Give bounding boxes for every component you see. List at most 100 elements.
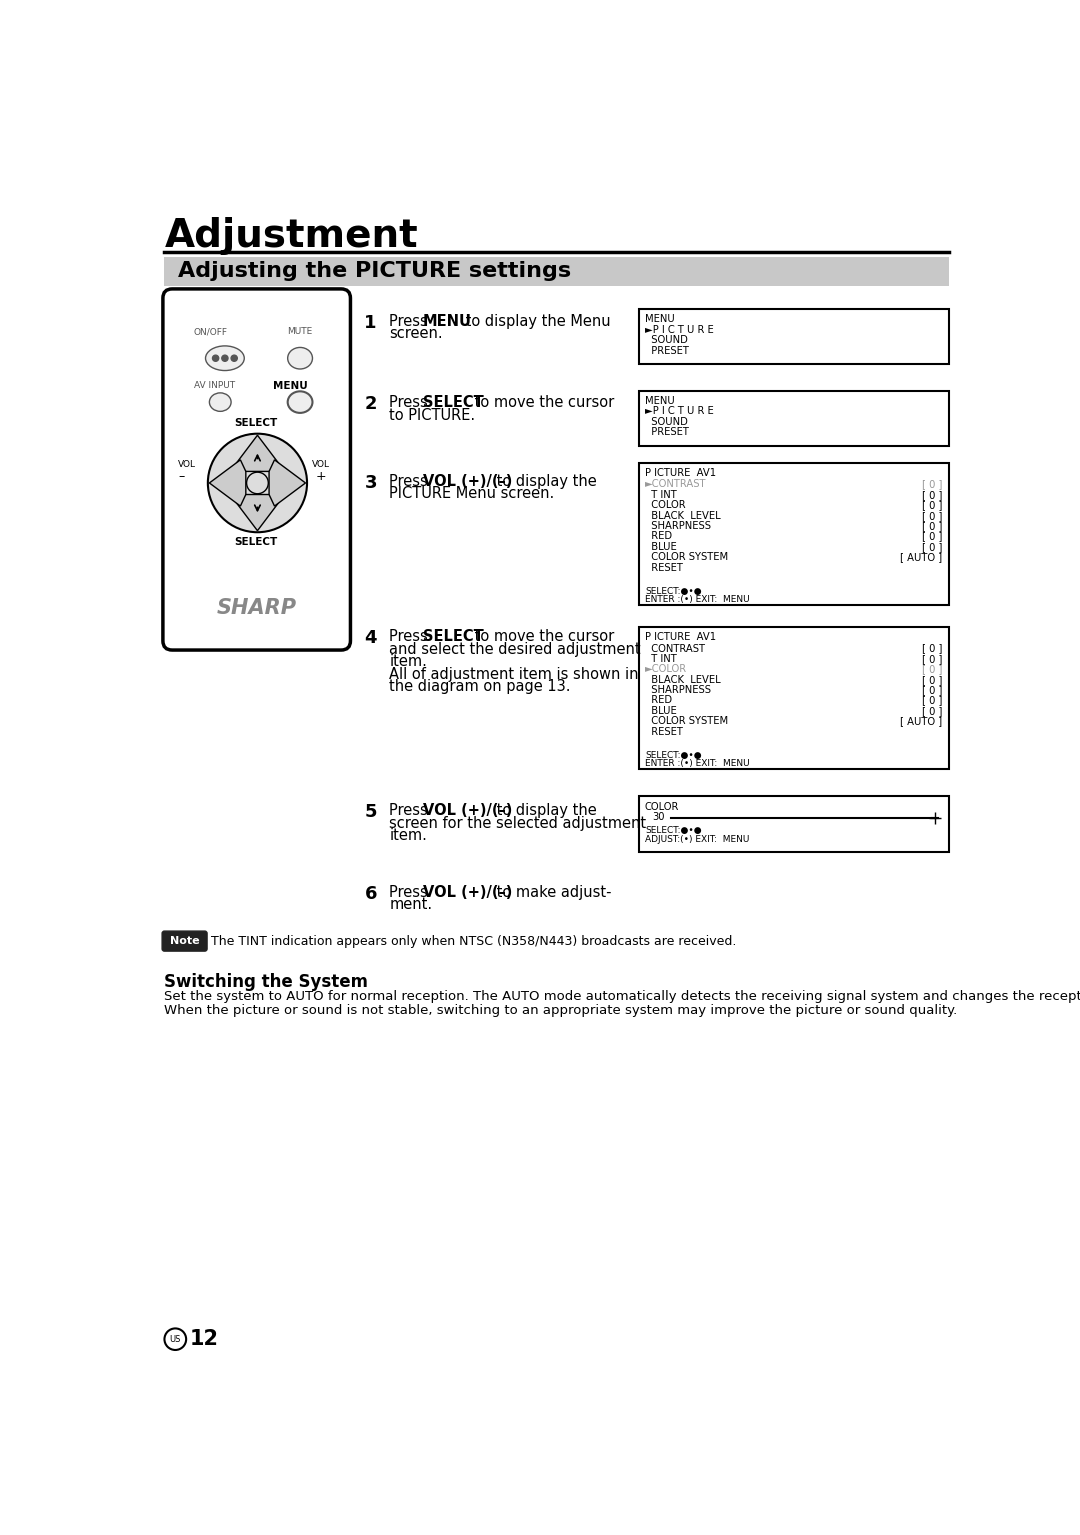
Text: ON/OFF: ON/OFF: [194, 327, 228, 336]
Polygon shape: [234, 494, 281, 531]
Text: screen for the selected adjustment: screen for the selected adjustment: [389, 815, 646, 830]
Text: PRESET: PRESET: [645, 427, 689, 437]
Bar: [638, 626, 948, 769]
Text: ENTER :(•) EXIT:  MENU: ENTER :(•) EXIT: MENU: [645, 760, 750, 769]
Text: BLUE: BLUE: [645, 542, 677, 553]
Text: –: –: [178, 470, 185, 484]
Text: Note: Note: [170, 936, 200, 946]
Ellipse shape: [210, 393, 231, 411]
Bar: [638, 464, 948, 605]
Text: VOL (+)/(–): VOL (+)/(–): [422, 803, 512, 818]
Text: ment.: ment.: [389, 898, 432, 912]
Polygon shape: [210, 460, 246, 507]
Text: Adjustment: Adjustment: [164, 216, 418, 255]
Text: When the picture or sound is not stable, switching to an appropriate system may : When the picture or sound is not stable,…: [164, 1004, 958, 1018]
Text: T INT: T INT: [645, 654, 677, 665]
Circle shape: [207, 434, 307, 533]
Text: Set the system to AUTO for normal reception. The AUTO mode automatically detects: Set the system to AUTO for normal recept…: [164, 990, 1080, 1004]
Text: RESET: RESET: [645, 563, 683, 573]
Text: SOUND: SOUND: [645, 416, 688, 427]
Text: COLOR: COLOR: [645, 500, 686, 510]
Text: 30: 30: [652, 812, 665, 821]
Ellipse shape: [205, 345, 244, 370]
Text: MENU: MENU: [645, 315, 675, 324]
Text: 4: 4: [364, 629, 377, 648]
Text: [ 0 ]: [ 0 ]: [922, 675, 943, 685]
Text: Press: Press: [389, 803, 433, 818]
Text: SELECT: SELECT: [234, 418, 278, 428]
Text: COLOR: COLOR: [645, 801, 679, 812]
Text: Press: Press: [389, 394, 433, 410]
Text: [ 0 ]: [ 0 ]: [922, 643, 943, 654]
Bar: [638, 309, 948, 364]
Text: The TINT indication appears only when NTSC (N358/N443) broadcasts are received.: The TINT indication appears only when NT…: [211, 935, 737, 949]
Text: COLOR SYSTEM: COLOR SYSTEM: [645, 553, 728, 562]
Text: US: US: [170, 1335, 181, 1343]
Text: to move the cursor: to move the cursor: [470, 629, 615, 645]
Text: CONTRAST: CONTRAST: [645, 643, 705, 654]
Text: VOL (+)/(–): VOL (+)/(–): [422, 474, 512, 488]
Bar: [638, 390, 948, 447]
Text: [ AUTO ]: [ AUTO ]: [901, 553, 943, 562]
Text: RED: RED: [645, 531, 672, 542]
Text: 12: 12: [189, 1329, 218, 1349]
Text: 3: 3: [364, 474, 377, 491]
Polygon shape: [234, 436, 281, 471]
Text: VOL: VOL: [178, 460, 197, 468]
Text: and select the desired adjustment: and select the desired adjustment: [389, 642, 640, 657]
Text: [ 0 ]: [ 0 ]: [922, 490, 943, 500]
Text: P ICTURE  AV1: P ICTURE AV1: [645, 468, 716, 479]
Text: Switching the System: Switching the System: [164, 973, 368, 992]
Text: SELECT: SELECT: [422, 629, 484, 645]
Circle shape: [221, 355, 228, 361]
Text: to display the Menu: to display the Menu: [461, 313, 610, 328]
Text: Press: Press: [389, 884, 433, 900]
Text: MENU: MENU: [645, 396, 675, 405]
Text: item.: item.: [389, 829, 427, 843]
Text: SHARPNESS: SHARPNESS: [645, 520, 711, 531]
Text: 6: 6: [364, 884, 377, 903]
Text: 1: 1: [364, 313, 377, 332]
Text: MUTE: MUTE: [287, 327, 312, 336]
Text: [ 0 ]: [ 0 ]: [922, 706, 943, 715]
Bar: [164, 256, 948, 286]
Text: ►P I C T U R E: ►P I C T U R E: [645, 407, 714, 416]
Text: to display the: to display the: [492, 803, 597, 818]
Text: to PICTURE.: to PICTURE.: [389, 408, 475, 422]
Text: RESET: RESET: [645, 726, 683, 737]
Text: [ 0 ]: [ 0 ]: [922, 665, 943, 674]
Text: P ICTURE  AV1: P ICTURE AV1: [645, 632, 716, 642]
Ellipse shape: [287, 347, 312, 368]
Text: SELECT: SELECT: [234, 537, 278, 546]
Text: [ 0 ]: [ 0 ]: [922, 531, 943, 542]
Text: RED: RED: [645, 695, 672, 706]
Text: +: +: [315, 470, 326, 484]
Text: Press: Press: [389, 474, 433, 488]
Text: ►P I C T U R E: ►P I C T U R E: [645, 325, 714, 335]
Text: T INT: T INT: [645, 490, 677, 500]
Text: [ 0 ]: [ 0 ]: [922, 500, 943, 510]
Text: Press: Press: [389, 313, 433, 328]
FancyBboxPatch shape: [162, 932, 207, 952]
Text: SHARP: SHARP: [217, 599, 297, 619]
Text: ADJUST:(•) EXIT:  MENU: ADJUST:(•) EXIT: MENU: [645, 835, 750, 844]
Text: VOL: VOL: [312, 460, 329, 468]
FancyBboxPatch shape: [163, 289, 350, 649]
Ellipse shape: [287, 391, 312, 413]
Text: to move the cursor: to move the cursor: [470, 394, 615, 410]
Text: 5: 5: [364, 803, 377, 821]
Text: SELECT:●•●: SELECT:●•●: [645, 751, 702, 760]
Text: VOL (+)/(–): VOL (+)/(–): [422, 884, 512, 900]
Text: [ 0 ]: [ 0 ]: [922, 520, 943, 531]
Text: Press: Press: [389, 629, 433, 645]
Text: SELECT:●•●: SELECT:●•●: [645, 826, 702, 835]
Text: [ 0 ]: [ 0 ]: [922, 542, 943, 553]
Text: ENTER :(•) EXIT:  MENU: ENTER :(•) EXIT: MENU: [645, 596, 750, 605]
Text: the diagram on page 13.: the diagram on page 13.: [389, 680, 570, 694]
Text: BLUE: BLUE: [645, 706, 677, 715]
Circle shape: [213, 355, 218, 361]
Text: screen.: screen.: [389, 325, 443, 341]
Text: ►CONTRAST: ►CONTRAST: [645, 479, 706, 490]
Text: COLOR SYSTEM: COLOR SYSTEM: [645, 717, 728, 726]
Text: [ AUTO ]: [ AUTO ]: [901, 717, 943, 726]
